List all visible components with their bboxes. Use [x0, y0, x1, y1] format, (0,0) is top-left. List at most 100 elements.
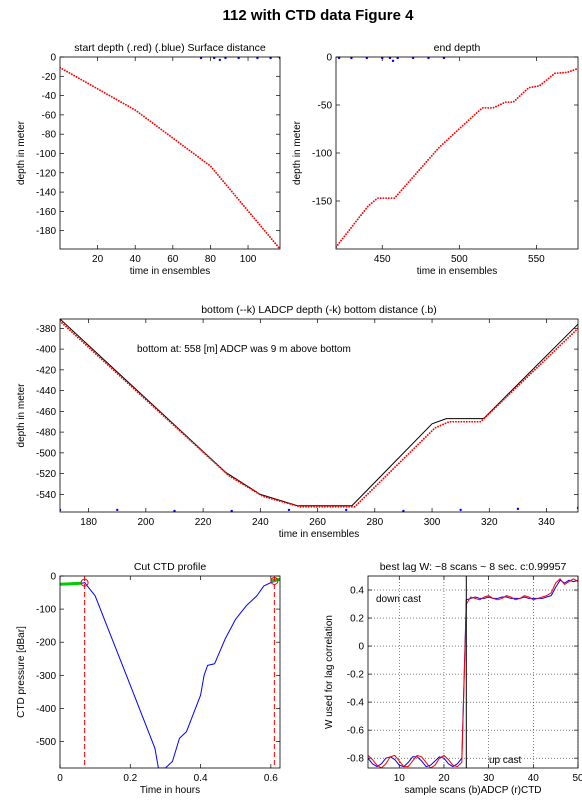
y-tick-label: -0.8 [347, 754, 365, 765]
x-tick-label: 280 [366, 517, 383, 528]
y-tick-label: -420 [36, 365, 56, 376]
x-axis-label: time in ensembles [417, 266, 498, 277]
data-dot [365, 57, 369, 60]
data-dot [224, 57, 227, 60]
data-dot [218, 58, 222, 62]
x-tick-label: 500 [451, 254, 468, 265]
plot-area [336, 57, 578, 249]
y-tick-label: -60 [42, 110, 57, 121]
data-line [60, 319, 578, 507]
data-line [60, 320, 578, 508]
x-tick-label: 320 [481, 517, 498, 528]
panel-title: Cut CTD profile [134, 561, 207, 573]
data-dot [411, 57, 415, 60]
y-tick-label: -520 [36, 469, 56, 480]
y-tick-label: -150 [312, 197, 332, 208]
data-line [270, 577, 280, 583]
series-group [60, 57, 280, 249]
x-tick-label: 20 [438, 773, 450, 784]
y-tick-label: -200 [36, 638, 56, 649]
y-tick-label: -540 [36, 490, 56, 501]
x-tick-label: 300 [424, 517, 441, 528]
y-axis-label: depth in meter [16, 120, 27, 185]
plot-area [60, 319, 578, 512]
panel-title: bottom (--k) LADCP depth (-k) bottom dis… [201, 304, 437, 316]
y-tick-label: -140 [36, 188, 56, 199]
data-marker [270, 576, 279, 585]
data-dot [442, 57, 446, 60]
data-dot [256, 57, 259, 60]
data-dot [287, 508, 291, 512]
y-tick-label: -100 [36, 605, 56, 616]
x-tick-label: 0.2 [123, 773, 137, 784]
y-tick-label: -0.4 [347, 698, 365, 709]
y-axis-label: CTD pressure [dBar] [16, 626, 27, 718]
data-dot [402, 509, 405, 512]
axes-frame [367, 575, 579, 769]
y-axis-label: depth in meter [16, 383, 27, 448]
plot-area [60, 57, 280, 249]
panel: 450 500 550 0 -50 -100 -150 end depth time in en… [292, 42, 579, 277]
y-tick-label: -500 [36, 448, 56, 459]
axes-frame [59, 575, 281, 769]
y-tick-label: 0 [50, 572, 56, 583]
panel: 0 0.2 0.4 0.6 0 -100 -200 -300 -400 -500 Cut CTD p… [16, 561, 281, 796]
data-dot [516, 507, 520, 511]
y-tick-label: -440 [36, 386, 56, 397]
data-line [60, 581, 82, 586]
y-tick-label: -500 [36, 737, 56, 748]
axes-frame [335, 56, 579, 250]
y-axis-label: W used for lag correlation [324, 615, 335, 729]
x-tick-label: 0.6 [264, 773, 278, 784]
x-tick-label: 260 [309, 517, 326, 528]
series-group [60, 319, 578, 512]
figure-title: 112 with CTD data Figure 4 [223, 7, 415, 24]
data-line [60, 579, 280, 768]
panel: 180 200 220 240 260 280 300 320 340 -380 -400 -420 -… [16, 304, 579, 540]
data-dot [199, 57, 203, 60]
y-tick-label: -460 [36, 407, 56, 418]
data-dot [391, 59, 395, 63]
y-tick-label: -0.2 [347, 670, 365, 681]
x-tick-label: 80 [205, 254, 217, 265]
y-tick-label: 0 [326, 53, 332, 64]
x-tick-label: 10 [394, 773, 406, 784]
annotation: up cast [489, 755, 521, 766]
data-dot [388, 57, 392, 60]
series-group [368, 576, 578, 768]
panel: 20 40 60 80 100 0 -20 -40 -60 -80 -100 -120 -140 -160… [16, 42, 281, 277]
data-dot [350, 57, 353, 60]
y-tick-label: -400 [36, 704, 56, 715]
y-tick-label: 0.4 [350, 586, 364, 597]
data-dot [237, 57, 240, 60]
y-tick-label: -100 [36, 149, 56, 160]
data-dot [344, 508, 348, 512]
x-axis-label: time in ensembles [279, 529, 360, 540]
y-tick-label: -160 [36, 207, 56, 218]
data-dot [396, 57, 399, 60]
y-tick-label: -400 [36, 345, 56, 356]
data-line [368, 578, 578, 768]
data-line [336, 67, 578, 248]
y-tick-label: 0.2 [350, 614, 364, 625]
x-tick-label: 200 [138, 517, 155, 528]
data-dot [337, 57, 341, 60]
data-dot [230, 509, 233, 512]
x-tick-label: 60 [167, 254, 179, 265]
y-tick-label: -180 [36, 226, 56, 237]
plot-area [368, 576, 578, 768]
y-tick-label: -100 [312, 149, 332, 160]
x-axis-label: time in ensembles [130, 266, 211, 277]
x-tick-label: 50 [572, 773, 582, 784]
series-group [60, 576, 280, 768]
y-tick-label: -120 [36, 168, 56, 179]
x-tick-label: 20 [92, 254, 104, 265]
panel-title: best lag W: −8 scans ~ 8 sec. c:0.99957 [380, 561, 567, 573]
x-tick-label: 550 [528, 254, 545, 265]
y-tick-label: -40 [42, 91, 57, 102]
annotation: bottom at: 558 [m] ADCP was 9 m above bo… [137, 344, 351, 355]
x-tick-label: 30 [483, 773, 495, 784]
y-tick-label: 0 [50, 53, 56, 64]
y-axis-label: depth in meter [292, 120, 303, 185]
x-tick-label: 340 [538, 517, 555, 528]
